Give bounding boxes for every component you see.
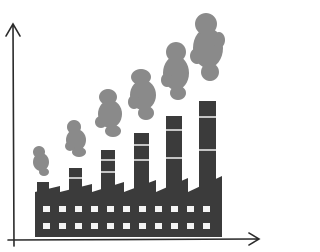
- chimney: [166, 116, 182, 192]
- x-axis: [8, 239, 258, 240]
- chimney: [134, 133, 149, 193]
- page: [0, 0, 265, 252]
- y-axis: [13, 26, 14, 246]
- chimney: [199, 101, 216, 191]
- factory-illustration: [0, 0, 265, 252]
- chimney: [69, 168, 82, 194]
- chimney: [37, 182, 49, 194]
